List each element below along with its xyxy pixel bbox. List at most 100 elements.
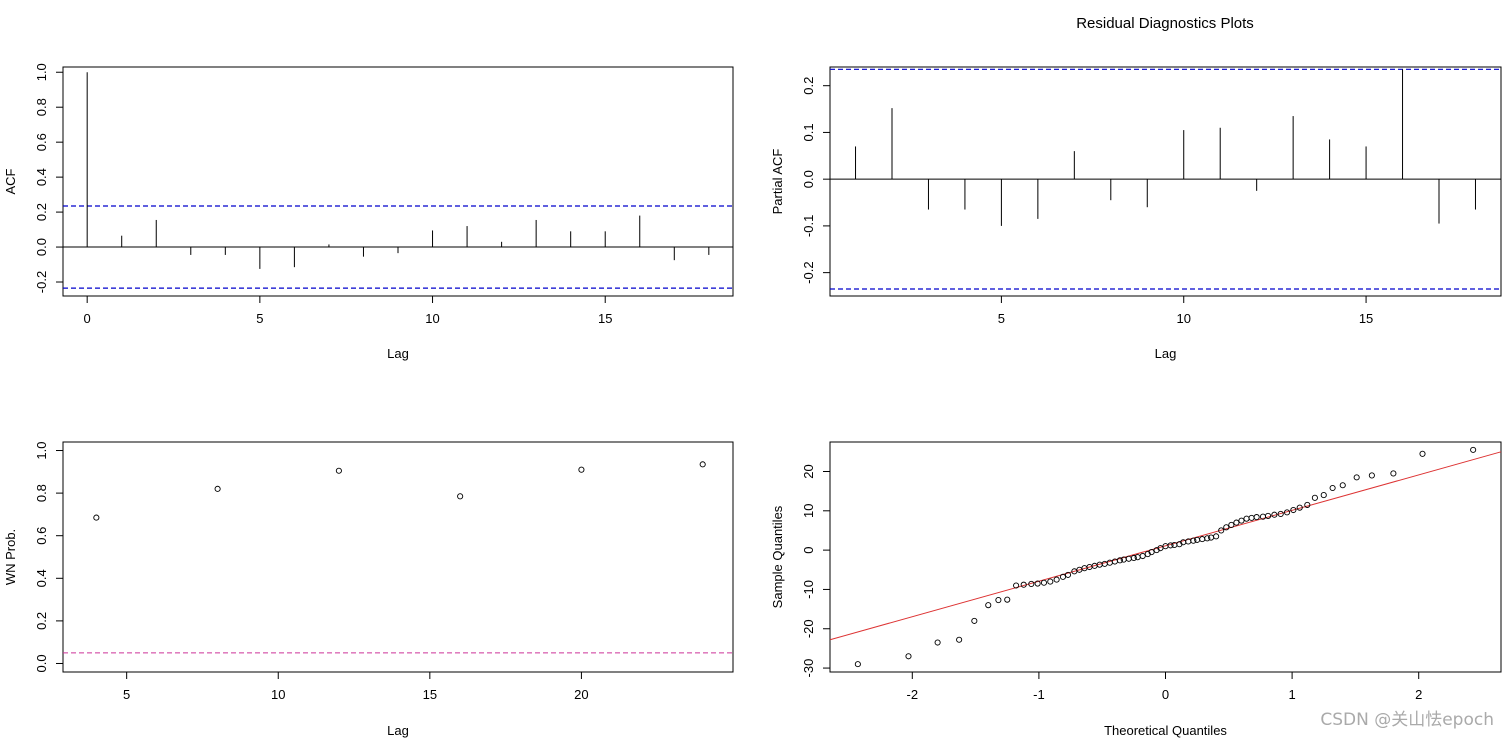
qq-xtick-label: -1 [1033, 687, 1045, 702]
qq-point [1190, 537, 1197, 544]
qq-point [1167, 542, 1174, 549]
qq-point [1134, 554, 1141, 561]
qq-ytick-label: -10 [801, 580, 816, 599]
qq-point [1157, 545, 1164, 552]
qq-point [1028, 580, 1035, 587]
qq-point [1271, 511, 1278, 518]
pacf-ytick-label: 0.0 [801, 170, 816, 188]
qq-point [1264, 512, 1272, 519]
qq-point [1204, 535, 1211, 542]
pacf-ytick-label: 0.1 [801, 123, 816, 141]
qq-point [1040, 579, 1048, 586]
pacf-xtick-label: 15 [1359, 311, 1373, 326]
qq-point [1253, 514, 1260, 521]
qq-point [1125, 555, 1132, 562]
pacf-ytick-label: 0.2 [801, 77, 816, 95]
qq-point [854, 661, 861, 668]
qq-point [1228, 521, 1235, 529]
qq-point [1248, 514, 1255, 521]
qq-point [1311, 494, 1318, 501]
ljung-box-xtick-label: 5 [123, 687, 130, 702]
qq-point [971, 617, 978, 624]
qq-point [1053, 576, 1060, 583]
ljung-box-xtick-label: 15 [423, 687, 437, 702]
qq-point [1283, 509, 1291, 516]
pacf-xtick-label: 10 [1176, 311, 1190, 326]
acf-ytick-label: 1.0 [34, 63, 49, 81]
acf-frame [62, 66, 734, 297]
qq-point [1047, 578, 1054, 585]
acf-xtick-label: 10 [425, 311, 439, 326]
acf-xtick-label: 15 [598, 311, 612, 326]
ljung-box-ytick-label: 0.2 [34, 612, 49, 630]
qq-point [1233, 519, 1240, 526]
qq-ytick-label: 10 [801, 504, 816, 518]
qq-ylabel: Sample Quantiles [770, 505, 785, 608]
ljung-box-point [457, 493, 464, 500]
ljung-box-panel: 5 10 15 20 0.0 0.2 0.4 0.6 0.8 1.0 Lag WN Prob. [3, 441, 734, 738]
pacf-ytick-label: -0.1 [801, 215, 816, 237]
acf-ytick-label: 0.6 [34, 133, 49, 151]
qq-point [1148, 549, 1155, 556]
qq-point [1277, 510, 1284, 517]
ljung-box-frame [62, 441, 734, 673]
qq-ref-line [829, 451, 1502, 641]
qq-ytick-label: 0 [801, 547, 816, 554]
pacf-xtick-label: 5 [998, 311, 1005, 326]
qq-point [1194, 536, 1201, 543]
ljung-box-ytick-label: 0.6 [34, 527, 49, 545]
ljung-box-point [578, 466, 585, 473]
figure-title: Residual Diagnostics Plots [1076, 15, 1254, 32]
qq-point [1296, 504, 1303, 511]
acf-panel: 0 5 10 15 -0.2 0.0 0.2 0.4 0.6 0.8 1.0 Lag ACF [3, 63, 734, 361]
qq-point [1004, 596, 1011, 603]
qq-point [1059, 573, 1067, 580]
watermark: CSDN @关山怯epoch [1320, 710, 1494, 730]
qq-point [905, 653, 912, 660]
ljung-box-point [335, 467, 342, 474]
qq-ytick-label: -20 [801, 619, 816, 638]
qq-xtick-label: 0 [1162, 687, 1169, 702]
acf-ytick-label: 0.0 [34, 238, 49, 256]
qq-point [1199, 536, 1206, 543]
qq-frame [829, 441, 1502, 673]
ljung-box-xlabel: Lag [387, 723, 409, 738]
qq-xtick-label: 1 [1288, 687, 1295, 702]
qq-point [1208, 534, 1215, 541]
ljung-box-point [214, 485, 221, 492]
pacf-frame [829, 66, 1502, 297]
qq-point [1139, 552, 1146, 560]
qq-point [1238, 517, 1245, 524]
qq-point [1353, 474, 1360, 481]
qq-ytick-label: -30 [801, 659, 816, 678]
qq-point [1419, 450, 1426, 457]
qq-point [1218, 527, 1225, 534]
qq-point [1013, 582, 1020, 589]
ljung-box-xtick-label: 20 [574, 687, 588, 702]
ljung-box-ytick-label: 0.4 [34, 569, 49, 587]
qq-point [1304, 501, 1311, 508]
pacf-ylabel: Partial ACF [770, 149, 785, 215]
qq-point [1390, 470, 1397, 477]
qq-point [934, 639, 941, 646]
qq-xlabel: Theoretical Quantiles [1104, 723, 1227, 738]
ljung-box-ytick-label: 1.0 [34, 441, 49, 459]
acf-xtick-label: 0 [84, 311, 91, 326]
qq-point [1368, 472, 1375, 479]
qq-ytick-label: 20 [801, 464, 816, 478]
acf-ytick-label: 0.4 [34, 168, 49, 186]
qq-point [1320, 492, 1327, 499]
qq-point [1064, 571, 1072, 578]
qq-point [956, 636, 963, 643]
ljung-box-ytick-label: 0.8 [34, 484, 49, 502]
acf-xtick-label: 5 [256, 311, 263, 326]
qq-point [1213, 533, 1220, 540]
qq-xtick-label: -2 [907, 687, 919, 702]
ljung-box-ytick-label: 0.0 [34, 654, 49, 672]
acf-xlabel: Lag [387, 346, 409, 361]
qq-point [1470, 446, 1477, 453]
qq-point [1116, 557, 1123, 564]
